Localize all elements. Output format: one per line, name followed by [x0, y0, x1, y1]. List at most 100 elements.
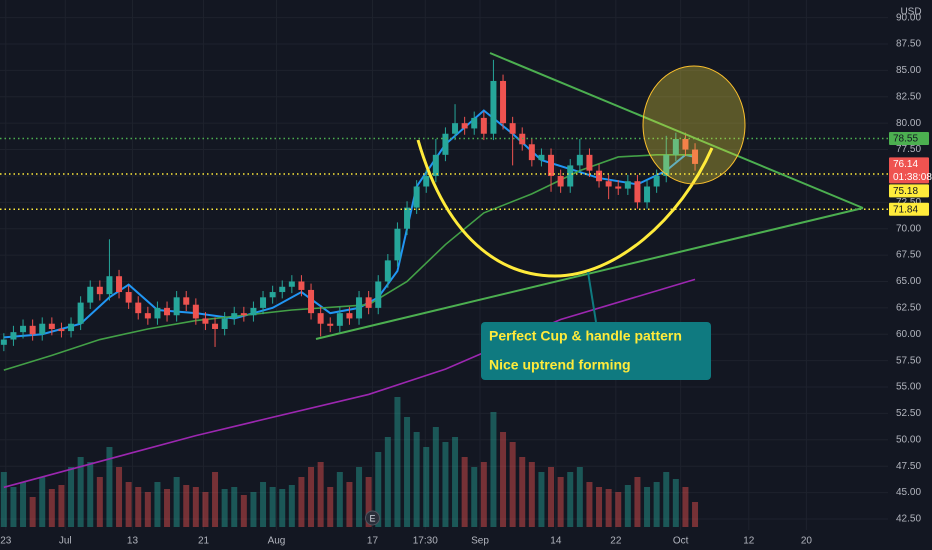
volume-bar — [327, 487, 334, 527]
volume-bar — [212, 472, 219, 527]
volume-bar — [202, 492, 209, 527]
y-tick-label: 52.50 — [896, 408, 921, 419]
x-tick-label: 12 — [743, 536, 755, 547]
volume-bar — [605, 489, 612, 527]
y-tick-label: 70.00 — [896, 223, 921, 234]
candle-body — [0, 339, 7, 345]
y-tick-label: 55.00 — [896, 382, 921, 393]
candle-body — [682, 139, 689, 150]
y-tick-label: 87.50 — [896, 39, 921, 50]
candle-body — [500, 80, 507, 124]
volume-bar — [68, 467, 75, 527]
volume-bar — [644, 487, 651, 527]
volume-bar — [692, 502, 699, 527]
candle-body — [269, 292, 276, 298]
volume-bar — [192, 487, 199, 527]
candle-body — [634, 181, 641, 203]
volume-bar — [20, 482, 27, 527]
y-tick-label: 67.50 — [896, 250, 921, 261]
triangle-upper — [489, 52, 864, 209]
volume-bar — [346, 482, 353, 527]
volume-bar — [567, 472, 574, 527]
volume-bar — [576, 467, 583, 527]
y-tick-label: 85.00 — [896, 65, 921, 76]
candle-body — [452, 123, 459, 134]
price-label: 76.14 — [893, 159, 918, 170]
volume-bar — [404, 417, 411, 527]
candle-body — [528, 144, 535, 161]
volume-pane: E — [0, 397, 699, 527]
candle-body — [183, 297, 190, 305]
volume-bar — [231, 487, 238, 527]
price-label: 75.18 — [893, 186, 918, 197]
volume-bar — [384, 437, 391, 527]
volume-bar — [452, 437, 459, 527]
volume-bar — [394, 397, 401, 527]
candle-body — [20, 325, 27, 333]
volume-bar — [173, 477, 180, 527]
candle-body — [173, 297, 180, 316]
x-tick-label: 17:30 — [413, 536, 438, 547]
volume-bar — [48, 489, 55, 527]
candle-body — [106, 276, 113, 295]
handle-ellipse — [642, 65, 746, 185]
candle-body — [394, 228, 401, 261]
volume-bar — [375, 452, 382, 527]
candle-body — [567, 165, 574, 187]
candle-body — [10, 332, 17, 340]
volume-bar — [77, 457, 84, 527]
volume-bar — [663, 472, 670, 527]
volume-bar — [500, 432, 507, 527]
volume-bar — [413, 432, 420, 527]
candle-body — [212, 323, 219, 329]
volume-bar — [144, 492, 151, 527]
x-tick-label: Oct — [673, 536, 689, 547]
candle-body — [596, 170, 603, 182]
volume-bar — [423, 447, 430, 527]
callout-text: Perfect Cup & handle pattern — [489, 328, 682, 344]
x-tick-label: Jul — [59, 536, 72, 547]
price-label-box — [889, 202, 929, 216]
callout-pointer — [587, 271, 597, 323]
candle-body — [202, 318, 209, 324]
candles — [0, 59, 699, 352]
candle-body — [663, 154, 670, 176]
volume-bar — [461, 457, 468, 527]
candle-body — [96, 286, 103, 295]
x-tick-label: 17 — [367, 536, 379, 547]
volume-bar — [154, 482, 161, 527]
x-tick-label: 22 — [610, 536, 622, 547]
candle-body — [653, 175, 660, 187]
candle-body — [77, 302, 84, 324]
candle-body — [144, 313, 151, 319]
candle-body — [68, 323, 75, 332]
volume-bar — [240, 495, 247, 527]
earnings-marker — [364, 510, 380, 526]
volume-bar — [528, 462, 535, 527]
candle-body — [615, 186, 622, 189]
candle-body — [644, 186, 651, 203]
volume-bar — [288, 485, 295, 527]
candle-body — [308, 289, 315, 314]
candle-body — [356, 297, 363, 319]
candle-body — [586, 154, 593, 171]
volume-bar — [634, 477, 641, 527]
volume-bar — [596, 487, 603, 527]
y-tick-label: 60.00 — [896, 329, 921, 340]
candle-body — [509, 123, 516, 134]
countdown-label: 01:38:08 — [893, 172, 932, 183]
volume-bar — [509, 442, 516, 527]
y-tick-label: 45.00 — [896, 487, 921, 498]
callout-box — [481, 322, 711, 380]
candle-body — [192, 304, 199, 319]
candle-body — [288, 281, 295, 287]
volume-bar — [135, 487, 142, 527]
volume-bar — [29, 497, 36, 527]
y-tick-label: 47.50 — [896, 461, 921, 472]
x-tick-label: Aug — [268, 536, 286, 547]
volume-bar — [365, 477, 372, 527]
volume-bar — [58, 485, 65, 527]
volume-bar — [250, 492, 257, 527]
volume-bar — [87, 462, 94, 527]
